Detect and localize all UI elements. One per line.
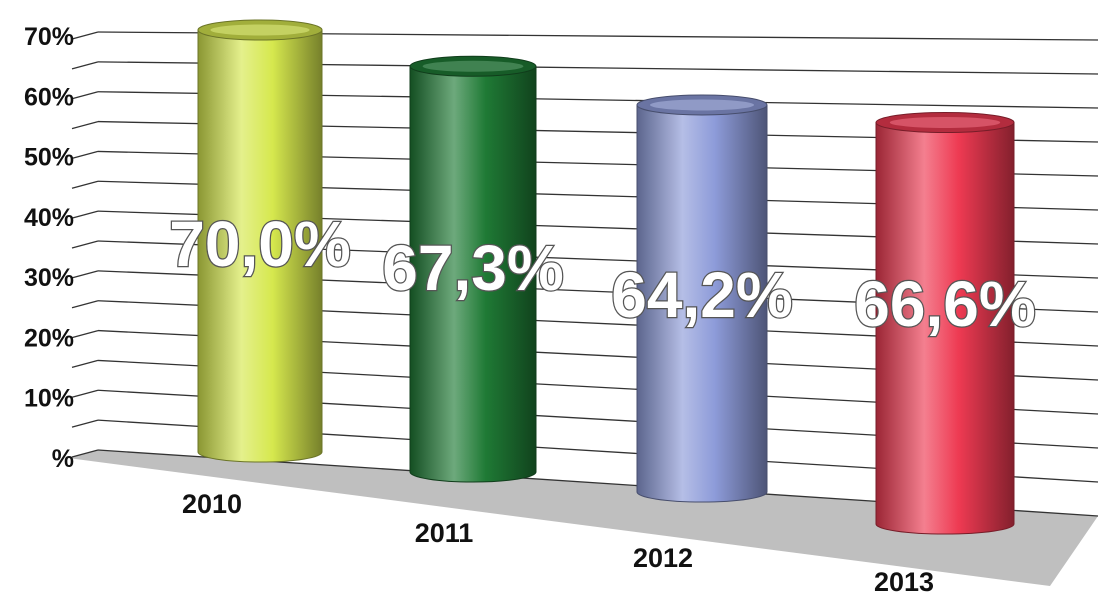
bar-2011	[409, 55, 537, 483]
data-label: 70,0%	[169, 208, 350, 280]
bar-2010	[197, 19, 323, 463]
data-label: 64,2%	[611, 259, 792, 331]
gridline-depth	[71, 91, 99, 100]
bars	[197, 19, 1015, 535]
y-tick-label: 50%	[24, 144, 74, 172]
y-tick-label: 20%	[24, 324, 74, 352]
y-tick-label: 30%	[24, 264, 74, 292]
x-category-label: 2010	[182, 489, 242, 519]
gridline-depth	[71, 270, 99, 279]
chart-floor	[68, 450, 1098, 586]
gridline-depth	[71, 120, 99, 130]
floor-plane	[68, 450, 1098, 586]
x-axis: 2010 2011 2012 2013	[182, 489, 934, 596]
bar-body	[875, 121, 1015, 535]
gridline-depth	[71, 210, 99, 219]
data-labels: 70,0% 67,3% 64,2% 66,6%	[168, 207, 1037, 342]
data-label: 66,6%	[854, 268, 1035, 340]
x-category-label: 2013	[874, 567, 934, 596]
bar-top-highlight	[889, 116, 1001, 128]
bar-top-highlight	[650, 99, 754, 111]
bar-top-highlight	[422, 60, 524, 72]
gridline-depth	[71, 419, 99, 428]
x-category-label: 2012	[633, 543, 693, 573]
gridline-depth	[71, 240, 99, 249]
bar-2013	[875, 111, 1015, 535]
gridline-depth	[71, 180, 99, 189]
gridline-depth	[71, 300, 99, 309]
y-tick-label: %	[52, 445, 74, 473]
data-label: 67,3%	[382, 232, 563, 304]
gridline-depth	[71, 389, 99, 398]
bar-body	[197, 29, 323, 463]
gridline-depth	[71, 31, 99, 40]
gridline-depth	[71, 359, 99, 369]
y-tick-label: 10%	[24, 385, 74, 413]
gridline-depth	[71, 61, 99, 70]
y-tick-label: 70%	[24, 23, 74, 51]
y-tick-label: 60%	[24, 83, 74, 111]
y-tick-label: 40%	[24, 204, 74, 232]
x-category-label: 2011	[415, 518, 474, 548]
gridline-depth	[71, 449, 99, 458]
bar-body	[409, 65, 537, 483]
gridline-depth	[71, 329, 99, 339]
bar-2012	[636, 94, 768, 503]
bar-top-highlight	[210, 24, 310, 36]
bar-body	[636, 104, 768, 503]
y-axis: % 10% 20% 30% 40% 50% 60% 70%	[24, 23, 74, 473]
gridline-depth	[71, 150, 99, 160]
